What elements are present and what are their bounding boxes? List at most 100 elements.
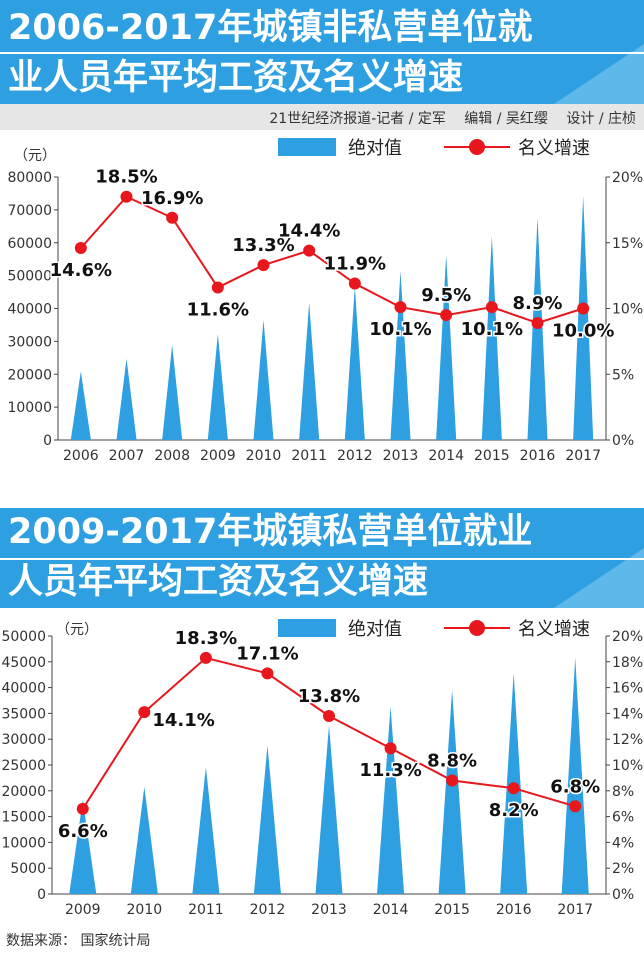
growth-data-label: 14.4% xyxy=(278,221,340,242)
y2-tick-label: 2% xyxy=(612,861,634,877)
y2-tick-label: 16% xyxy=(612,681,643,697)
banner-corner-decoration xyxy=(554,44,644,104)
bar xyxy=(344,286,365,440)
y-tick-label: 10000 xyxy=(1,835,46,851)
legend-line-marker xyxy=(469,620,485,636)
y-axis-unit: （元） xyxy=(14,148,56,164)
bar xyxy=(377,706,405,894)
x-tick-label: 2012 xyxy=(250,902,286,918)
y2-tick-label: 20% xyxy=(612,629,643,645)
x-tick-label: 2016 xyxy=(496,902,532,918)
growth-series-line xyxy=(80,195,584,325)
bar xyxy=(481,236,502,440)
credit-bar: 21世纪经济报道-记者 / 定军 编辑 / 吴红缨 设计 / 庄桢 xyxy=(0,104,644,130)
growth-data-label: 14.1% xyxy=(152,710,214,731)
chart1-title-line2: 业人员年平均工资及名义增速 xyxy=(8,58,464,98)
bar xyxy=(207,333,228,440)
x-tick-label: 2013 xyxy=(311,902,347,918)
growth-point xyxy=(348,277,361,290)
x-tick-label: 2015 xyxy=(434,902,470,918)
growth-point xyxy=(384,742,397,755)
chart2-title-line1: 2009-2017年城镇私营单位就业 xyxy=(8,512,533,552)
x-tick-label: 2011 xyxy=(188,902,224,918)
growth-point xyxy=(485,301,498,314)
growth-data-label: 9.5% xyxy=(421,285,471,306)
y-tick-label: 0 xyxy=(43,433,52,449)
x-tick-label: 2017 xyxy=(557,902,593,918)
banner-divider xyxy=(0,52,644,54)
y-tick-label: 20000 xyxy=(7,367,52,383)
y-tick-label: 20000 xyxy=(1,784,46,800)
y2-tick-label: 6% xyxy=(612,810,634,826)
growth-data-label: 8.8% xyxy=(427,750,477,771)
y-tick-label: 30000 xyxy=(1,732,46,748)
legend-line-label: 名义增速 xyxy=(518,619,590,640)
growth-data-label: 11.6% xyxy=(187,299,249,320)
growth-point xyxy=(74,242,87,255)
y-tick-label: 45000 xyxy=(1,655,46,671)
y2-tick-label: 5% xyxy=(612,367,634,383)
growth-point xyxy=(394,301,407,314)
growth-point xyxy=(199,651,212,664)
banner-corner-decoration xyxy=(554,548,644,608)
y2-tick-label: 8% xyxy=(612,784,634,800)
y2-tick-label: 20% xyxy=(612,170,643,186)
credit-text: 21世纪经济报道-记者 / 定军 编辑 / 吴红缨 设计 / 庄桢 xyxy=(269,111,636,127)
bar xyxy=(299,302,320,440)
bar xyxy=(315,725,343,894)
growth-point xyxy=(211,281,224,294)
x-tick-label: 2014 xyxy=(373,902,409,918)
y2-tick-label: 15% xyxy=(612,236,643,252)
growth-point xyxy=(507,782,520,795)
growth-point xyxy=(446,774,459,787)
growth-point xyxy=(531,316,544,329)
x-tick-label: 2013 xyxy=(383,448,419,464)
legend-bar-label: 绝对值 xyxy=(348,138,402,159)
x-tick-label: 2009 xyxy=(65,902,101,918)
bar xyxy=(253,745,281,894)
chart1-plot: 绝对值 名义增速 （元） 0 10000 20000 30000 40000 50000 6000… xyxy=(7,138,643,464)
y-tick-label: 40000 xyxy=(1,681,46,697)
growth-data-label: 10.1% xyxy=(369,319,431,340)
growth-data-label: 6.6% xyxy=(58,821,108,842)
y-tick-label: 25000 xyxy=(1,758,46,774)
x-tick-label: 2008 xyxy=(154,448,190,464)
growth-point xyxy=(569,800,582,813)
banner-divider xyxy=(0,558,644,560)
y-tick-label: 80000 xyxy=(7,170,52,186)
y-axis-unit: （元） xyxy=(56,622,98,638)
chart2-title-banner: 2009-2017年城镇私营单位就业 人员年平均工资及名义增速 xyxy=(0,508,644,608)
y2-tick-label: 4% xyxy=(612,835,634,851)
growth-point xyxy=(138,706,151,719)
legend-bar-swatch xyxy=(278,138,336,156)
growth-point xyxy=(303,244,316,257)
growth-data-label: 10.1% xyxy=(461,319,523,340)
growth-data-label: 17.1% xyxy=(236,643,298,664)
y2-tick-label: 14% xyxy=(612,706,643,722)
growth-point xyxy=(76,802,89,815)
y-tick-label: 50000 xyxy=(1,629,46,645)
chart2-title-line2: 人员年平均工资及名义增速 xyxy=(8,562,429,602)
growth-data-label: 8.2% xyxy=(489,800,539,821)
bar xyxy=(438,689,466,894)
x-tick-label: 2014 xyxy=(428,448,464,464)
growth-data-label: 16.9% xyxy=(141,188,203,209)
y-tick-label: 5000 xyxy=(10,861,46,877)
growth-data-label: 13.3% xyxy=(232,235,294,256)
growth-data-label: 11.3% xyxy=(359,760,421,781)
bar xyxy=(436,254,457,440)
x-tick-label: 2012 xyxy=(337,448,373,464)
growth-point xyxy=(166,211,179,224)
bar xyxy=(561,657,589,894)
growth-data-label: 11.9% xyxy=(324,254,386,275)
growth-point xyxy=(257,259,270,272)
x-tick-label: 2010 xyxy=(246,448,282,464)
growth-point xyxy=(323,709,335,722)
bar xyxy=(130,786,158,894)
chart2-plot: 绝对值 名义增速 （元） 0 5000 10000 15000 20000 25000 30000… xyxy=(1,619,643,918)
y-tick-label: 10000 xyxy=(7,400,52,416)
y2-tick-label: 10% xyxy=(612,302,643,318)
growth-data-label: 18.5% xyxy=(95,167,157,188)
y-tick-label: 0 xyxy=(37,887,46,903)
y-tick-label: 30000 xyxy=(7,334,52,350)
